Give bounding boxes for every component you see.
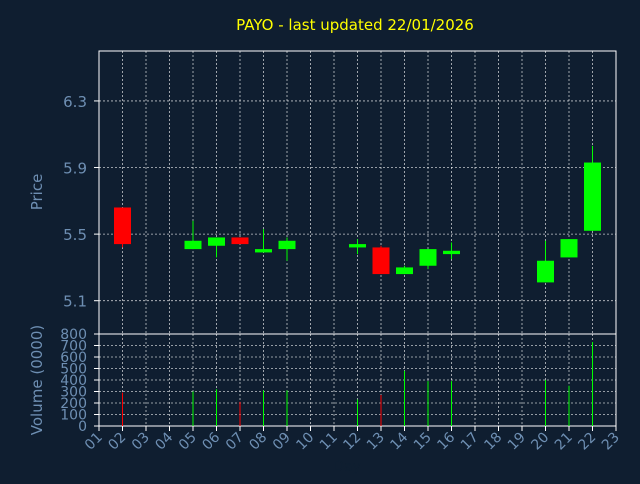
x-tick-label: 12 <box>340 430 364 454</box>
volume-tick-label: 300 <box>60 385 87 401</box>
price-tick-label: 6.3 <box>63 93 87 111</box>
x-tick-label: 19 <box>505 430 529 454</box>
volume-tick-label: 600 <box>60 350 87 366</box>
candle-body <box>278 240 296 250</box>
volume-tick-label: 800 <box>60 327 87 343</box>
volume-tick-label: 200 <box>60 396 87 412</box>
x-tick-label: 03 <box>129 430 153 454</box>
price-grid <box>98 51 617 334</box>
volume-tick-label: 700 <box>60 339 87 355</box>
candle-body <box>349 244 366 248</box>
x-tick-label: 17 <box>458 430 482 454</box>
candle-body <box>537 260 554 283</box>
candle-body <box>396 267 413 275</box>
x-tick-label: 21 <box>552 430 576 454</box>
x-tick-label: 13 <box>364 430 388 454</box>
x-tick-label: 05 <box>176 430 200 454</box>
x-ticks: 01 02 03 04 05 06 07 08 09 10 11 12 13 14 15 16 17 18 19 20… <box>82 426 623 453</box>
price-tick-label: 5.9 <box>63 160 87 178</box>
candle-body <box>560 239 578 258</box>
candle-body <box>231 237 249 245</box>
x-tick-label: 08 <box>246 430 270 454</box>
candles <box>114 145 601 283</box>
x-tick-label: 16 <box>434 429 458 453</box>
candle-body <box>208 237 225 246</box>
x-tick-label: 15 <box>411 430 435 454</box>
volume-tick-label: 500 <box>60 362 87 378</box>
candle-body <box>372 247 390 275</box>
price-panel: 5.1 5.5 5.9 6.3 Price <box>28 50 617 335</box>
candle-body <box>114 207 131 245</box>
volume-tick-label: 400 <box>60 373 87 389</box>
volume-tick-label: 0 <box>78 419 87 435</box>
x-tick-label: 20 <box>528 430 552 454</box>
candle-body <box>443 250 460 255</box>
x-tick-label: 10 <box>293 430 317 454</box>
x-tick-label: 04 <box>152 429 176 453</box>
volume-axis-label: Volume (0000) <box>28 325 46 435</box>
x-axis-label: Day <box>333 459 361 475</box>
x-tick-label: 02 <box>105 430 129 454</box>
price-y-ticks: 5.1 5.5 5.9 6.3 <box>63 93 99 311</box>
x-tick-label: 09 <box>270 430 294 454</box>
candle-body <box>255 249 272 253</box>
volume-tick-label: 100 <box>60 408 87 424</box>
x-tick-label: 22 <box>575 430 599 454</box>
x-tick-label: 23 <box>599 430 623 454</box>
candle-body <box>419 249 437 266</box>
price-tick-label: 5.5 <box>63 226 87 244</box>
candle-body <box>184 240 202 250</box>
x-tick-label: 06 <box>199 429 223 453</box>
x-tick-label: 11 <box>317 430 341 454</box>
x-tick-label: 07 <box>223 430 247 454</box>
chart-title: PAYO - last updated 22/01/2026 <box>236 16 474 34</box>
x-tick-label: 18 <box>481 430 505 454</box>
volume-bars <box>122 342 593 426</box>
x-tick-label: 14 <box>387 429 411 453</box>
price-axis-label: Price <box>28 174 46 211</box>
candle-body <box>584 162 601 231</box>
price-tick-label: 5.1 <box>63 293 87 311</box>
